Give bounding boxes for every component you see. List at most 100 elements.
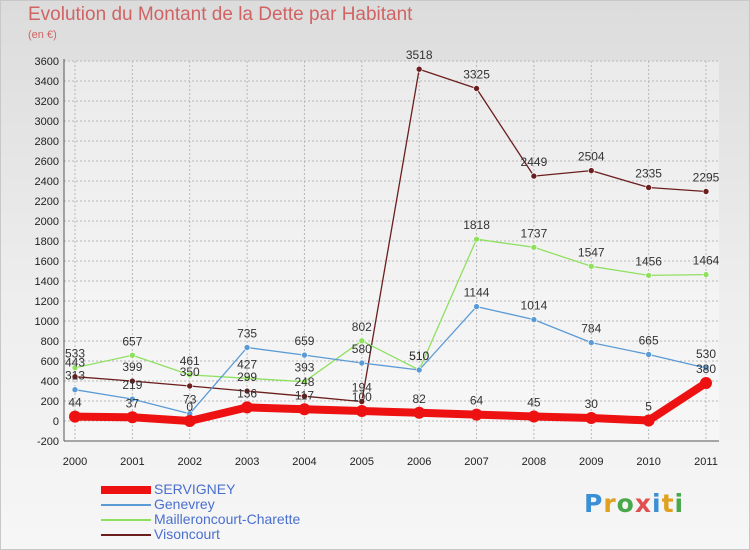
data-label: 194 xyxy=(352,381,372,395)
data-label: 2504 xyxy=(578,150,605,164)
data-label: 533 xyxy=(65,347,85,361)
x-tick-label: 2002 xyxy=(177,456,201,468)
data-point xyxy=(358,337,366,345)
data-point xyxy=(129,377,136,385)
data-label: 657 xyxy=(122,334,142,348)
data-point xyxy=(587,167,595,174)
data-point xyxy=(71,364,79,372)
x-tick-label: 2009 xyxy=(579,456,603,468)
data-label: 136 xyxy=(237,386,257,400)
data-label: 1464 xyxy=(693,254,720,268)
data-label: 5 xyxy=(645,400,652,414)
series-line-servigney xyxy=(71,379,710,425)
data-label: 350 xyxy=(180,365,200,379)
data-point xyxy=(186,371,194,379)
y-tick-label: 200 xyxy=(41,396,59,408)
y-tick-label: 1600 xyxy=(35,256,59,268)
series-layer xyxy=(69,65,712,427)
data-label: 3518 xyxy=(406,48,433,62)
data-point xyxy=(530,172,538,180)
x-tick-label: 2001 xyxy=(120,456,144,468)
data-point xyxy=(473,303,480,310)
y-tick-label: 3600 xyxy=(35,56,59,68)
y-tick-label: 1200 xyxy=(35,296,59,308)
logo-letter: i xyxy=(674,489,685,518)
legend-swatch xyxy=(101,519,151,521)
y-tick-label: 1000 xyxy=(35,316,59,328)
logo-letter: t xyxy=(661,489,675,518)
x-tick-label: 2005 xyxy=(350,456,374,468)
x-tick-label: 2006 xyxy=(407,456,431,468)
y-tick-label: -200 xyxy=(37,436,59,448)
data-label: 2295 xyxy=(693,171,720,185)
data-label: 1014 xyxy=(521,299,548,313)
data-point xyxy=(243,344,251,351)
legend-swatch xyxy=(101,534,151,536)
data-label: 665 xyxy=(639,334,659,348)
data-label: 37 xyxy=(126,396,140,410)
data-point xyxy=(243,387,251,395)
data-label: 45 xyxy=(527,396,541,410)
proxiti-logo: Proxiti xyxy=(584,489,684,518)
y-tick-label: 600 xyxy=(41,356,59,368)
data-label: 393 xyxy=(294,361,314,375)
point-label-layer: 443 399 350 299 248 194 3518 3325 2449 2504 2335 22… xyxy=(65,48,720,414)
y-tick-label: 1800 xyxy=(35,236,59,248)
data-point xyxy=(301,392,308,400)
data-point xyxy=(355,405,368,417)
data-point xyxy=(301,378,308,386)
data-point xyxy=(358,398,366,405)
x-tick-label: 2003 xyxy=(235,456,259,468)
data-point xyxy=(129,351,136,359)
legend-label: Genevrey xyxy=(154,496,215,512)
data-point xyxy=(530,244,538,251)
data-point xyxy=(587,339,595,346)
x-tick-label: 2010 xyxy=(636,456,660,468)
data-point xyxy=(301,351,308,359)
data-point xyxy=(587,262,595,270)
data-point xyxy=(415,366,423,374)
data-label: 2335 xyxy=(635,167,662,181)
data-label: 1737 xyxy=(521,226,548,240)
data-label: 510 xyxy=(409,349,429,363)
data-point xyxy=(473,235,480,243)
plot-area xyxy=(64,61,719,441)
data-point xyxy=(645,272,652,279)
data-point xyxy=(585,412,598,424)
data-label: 64 xyxy=(470,394,484,408)
data-label: 735 xyxy=(237,327,257,341)
data-label: 299 xyxy=(237,370,257,384)
legend-label: Mailleroncourt-Charette xyxy=(154,511,301,527)
data-point xyxy=(129,395,136,403)
legend-label: SERVIGNEY xyxy=(154,481,236,497)
data-label: 427 xyxy=(237,357,257,371)
chart-title: Evolution du Montant de la Dette par Hab… xyxy=(28,4,413,25)
data-point xyxy=(186,382,194,390)
data-label: 2449 xyxy=(521,155,548,169)
series-line-mailleroncourt-charette xyxy=(74,238,707,383)
data-point xyxy=(645,351,652,358)
data-label: 802 xyxy=(352,320,372,334)
x-tick-label: 2000 xyxy=(63,456,87,468)
data-label: 784 xyxy=(581,322,601,336)
data-point xyxy=(358,359,366,367)
data-label: 510 xyxy=(409,349,429,363)
series-line-visoncourt xyxy=(74,68,707,403)
y-tick-label: 1400 xyxy=(35,276,59,288)
data-point xyxy=(71,386,79,394)
legend-label: Visoncourt xyxy=(154,526,220,542)
x-tick-label: 2007 xyxy=(464,456,488,468)
logo-letter: i xyxy=(652,489,662,518)
data-label: 530 xyxy=(696,347,716,361)
data-label: 248 xyxy=(294,375,314,389)
y-tick-label: 800 xyxy=(41,336,59,348)
data-point xyxy=(702,364,710,372)
data-point xyxy=(702,271,710,278)
data-label: 0 xyxy=(186,400,193,414)
data-label: 100 xyxy=(352,390,372,404)
y-tick-label: 2800 xyxy=(35,136,59,148)
data-point xyxy=(700,377,712,389)
data-label: 1547 xyxy=(578,245,605,259)
